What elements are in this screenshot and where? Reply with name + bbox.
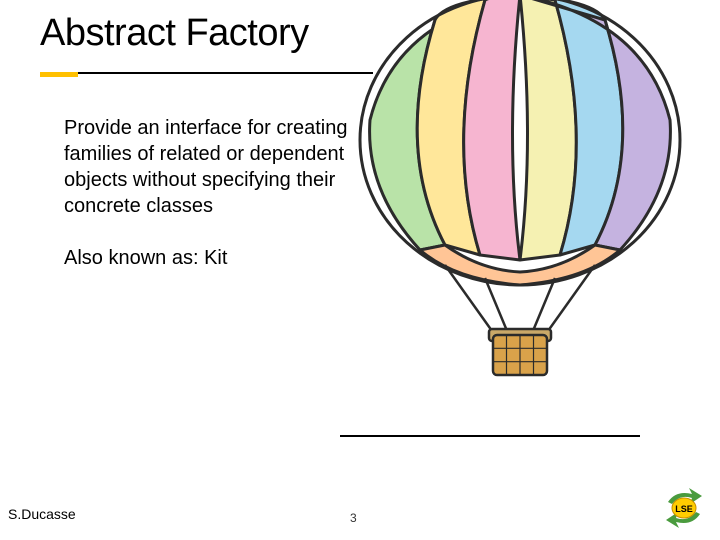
decorative-rule bbox=[340, 435, 640, 437]
page-title: Abstract Factory bbox=[40, 12, 309, 55]
page-number: 3 bbox=[350, 511, 357, 525]
balloon-graphic bbox=[335, 0, 705, 430]
title-area: Abstract Factory bbox=[40, 12, 309, 55]
footer-author: S.Ducasse bbox=[8, 506, 76, 522]
title-accent-bar bbox=[40, 72, 78, 77]
svg-text:LSE: LSE bbox=[675, 504, 693, 514]
lse-logo: LSE bbox=[662, 488, 706, 528]
title-underline bbox=[78, 72, 373, 74]
